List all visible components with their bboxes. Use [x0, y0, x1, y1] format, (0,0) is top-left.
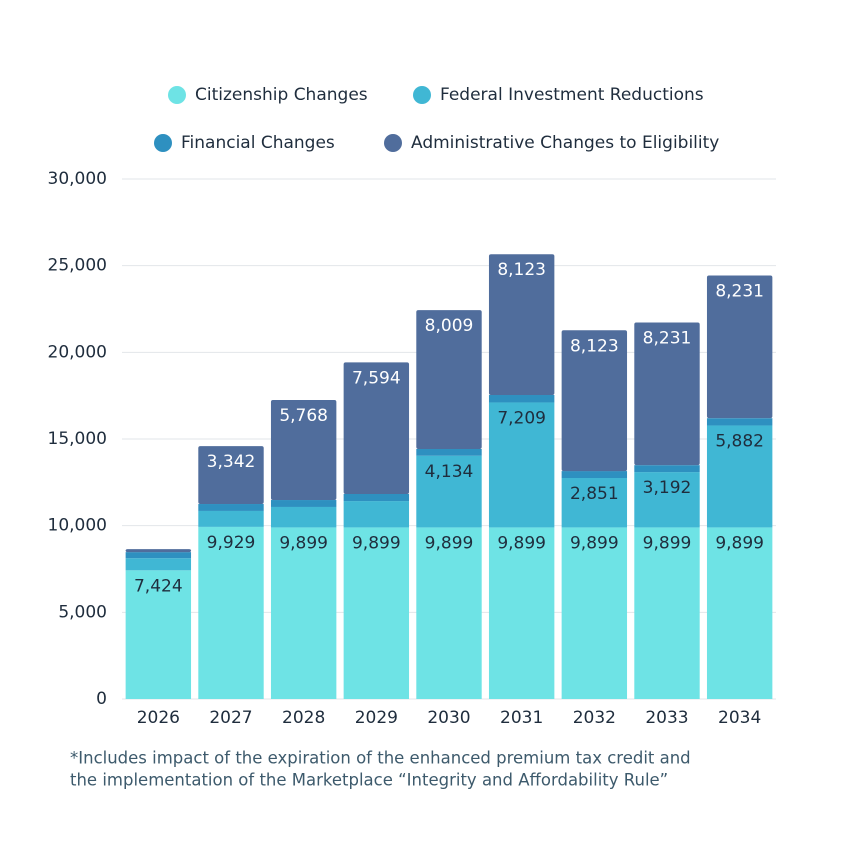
legend-marker: [154, 134, 172, 152]
bar-segment: [634, 322, 700, 466]
bar-segment: [488, 402, 555, 528]
value-label: 7,594: [352, 368, 401, 388]
bar-segment: [561, 471, 628, 478]
value-label: 3,342: [207, 452, 256, 472]
legend-label: Federal Investment Reductions: [440, 85, 704, 105]
value-label: 3,192: [643, 478, 692, 498]
x-tick-label: 2030: [427, 708, 470, 728]
bar-segment: [343, 362, 410, 494]
value-label: 5,882: [715, 431, 764, 451]
value-label: 2,851: [570, 484, 619, 504]
y-tick-label: 15,000: [48, 429, 107, 449]
bar-segment: [488, 254, 555, 396]
bar-segment: [125, 552, 192, 559]
legend-marker: [413, 86, 431, 104]
value-label: 9,899: [715, 533, 764, 553]
y-tick-label: 10,000: [48, 516, 107, 536]
footnote: the implementation of the Marketplace “I…: [70, 771, 668, 790]
bar-segment: [488, 527, 555, 699]
bar-segment: [198, 446, 264, 505]
bar-segment: [706, 275, 773, 419]
y-tick-label: 25,000: [48, 256, 107, 276]
value-label: 9,899: [279, 533, 328, 553]
y-tick-label: 0: [96, 689, 107, 709]
bar-segment: [634, 527, 700, 699]
value-label: 9,899: [570, 533, 619, 553]
bar-segment: [561, 527, 628, 699]
x-tick-label: 2031: [500, 708, 543, 728]
bar-segment: [634, 465, 700, 473]
y-tick-label: 30,000: [48, 169, 107, 189]
value-label: 9,899: [352, 533, 401, 553]
bar-segment: [198, 526, 264, 699]
value-label: 9,899: [643, 533, 692, 553]
value-label: 9,899: [497, 533, 546, 553]
value-label: 8,231: [643, 328, 692, 348]
bar-segment: [125, 570, 192, 699]
value-label: 8,123: [497, 260, 546, 280]
bar-segment: [125, 558, 192, 571]
bar-segment: [561, 478, 628, 528]
bar-segment: [270, 506, 337, 528]
bar-segment: [416, 449, 482, 456]
x-tick-label: 2027: [209, 708, 252, 728]
bar-segment: [416, 310, 482, 450]
bar-segment: [634, 472, 700, 528]
x-tick-label: 2028: [282, 708, 325, 728]
value-label: 7,424: [134, 576, 183, 596]
bar-segment: [488, 395, 555, 403]
bar-segment: [706, 425, 773, 528]
bar-segment: [270, 400, 337, 501]
value-label: 7,209: [497, 408, 546, 428]
bar-segment: [416, 455, 482, 528]
x-tick-label: 2026: [137, 708, 180, 728]
bar-segment: [270, 500, 337, 507]
value-label: 5,768: [279, 406, 328, 426]
x-tick-label: 2033: [645, 708, 688, 728]
x-tick-label: 2034: [718, 708, 761, 728]
value-label: 9,929: [207, 533, 256, 553]
bar-segment: [561, 330, 628, 472]
value-label: 4,134: [425, 462, 474, 482]
bar-segment: [343, 527, 410, 699]
bar-segment: [270, 527, 337, 699]
bar-segment: [416, 527, 482, 699]
x-tick-label: 2029: [355, 708, 398, 728]
bar-segment: [198, 504, 264, 511]
bar-segment: [706, 527, 773, 699]
legend-label: Citizenship Changes: [195, 85, 368, 105]
legend-label: Administrative Changes to Eligibility: [411, 133, 719, 153]
bar-segment: [343, 501, 410, 528]
legend-marker: [384, 134, 402, 152]
legend-marker: [168, 86, 186, 104]
y-tick-label: 5,000: [58, 602, 107, 622]
footnote: *Includes impact of the expiration of th…: [70, 749, 691, 768]
value-label: 8,009: [425, 316, 474, 336]
bar-segment: [706, 418, 773, 426]
value-label: 9,899: [425, 533, 474, 553]
bar-segment: [198, 510, 264, 527]
y-tick-label: 20,000: [48, 342, 107, 362]
bar-segment: [343, 493, 410, 502]
bar-segment: [125, 549, 192, 553]
value-label: 8,123: [570, 336, 619, 356]
x-tick-label: 2032: [573, 708, 616, 728]
legend-label: Financial Changes: [181, 133, 335, 153]
value-label: 8,231: [715, 282, 764, 302]
